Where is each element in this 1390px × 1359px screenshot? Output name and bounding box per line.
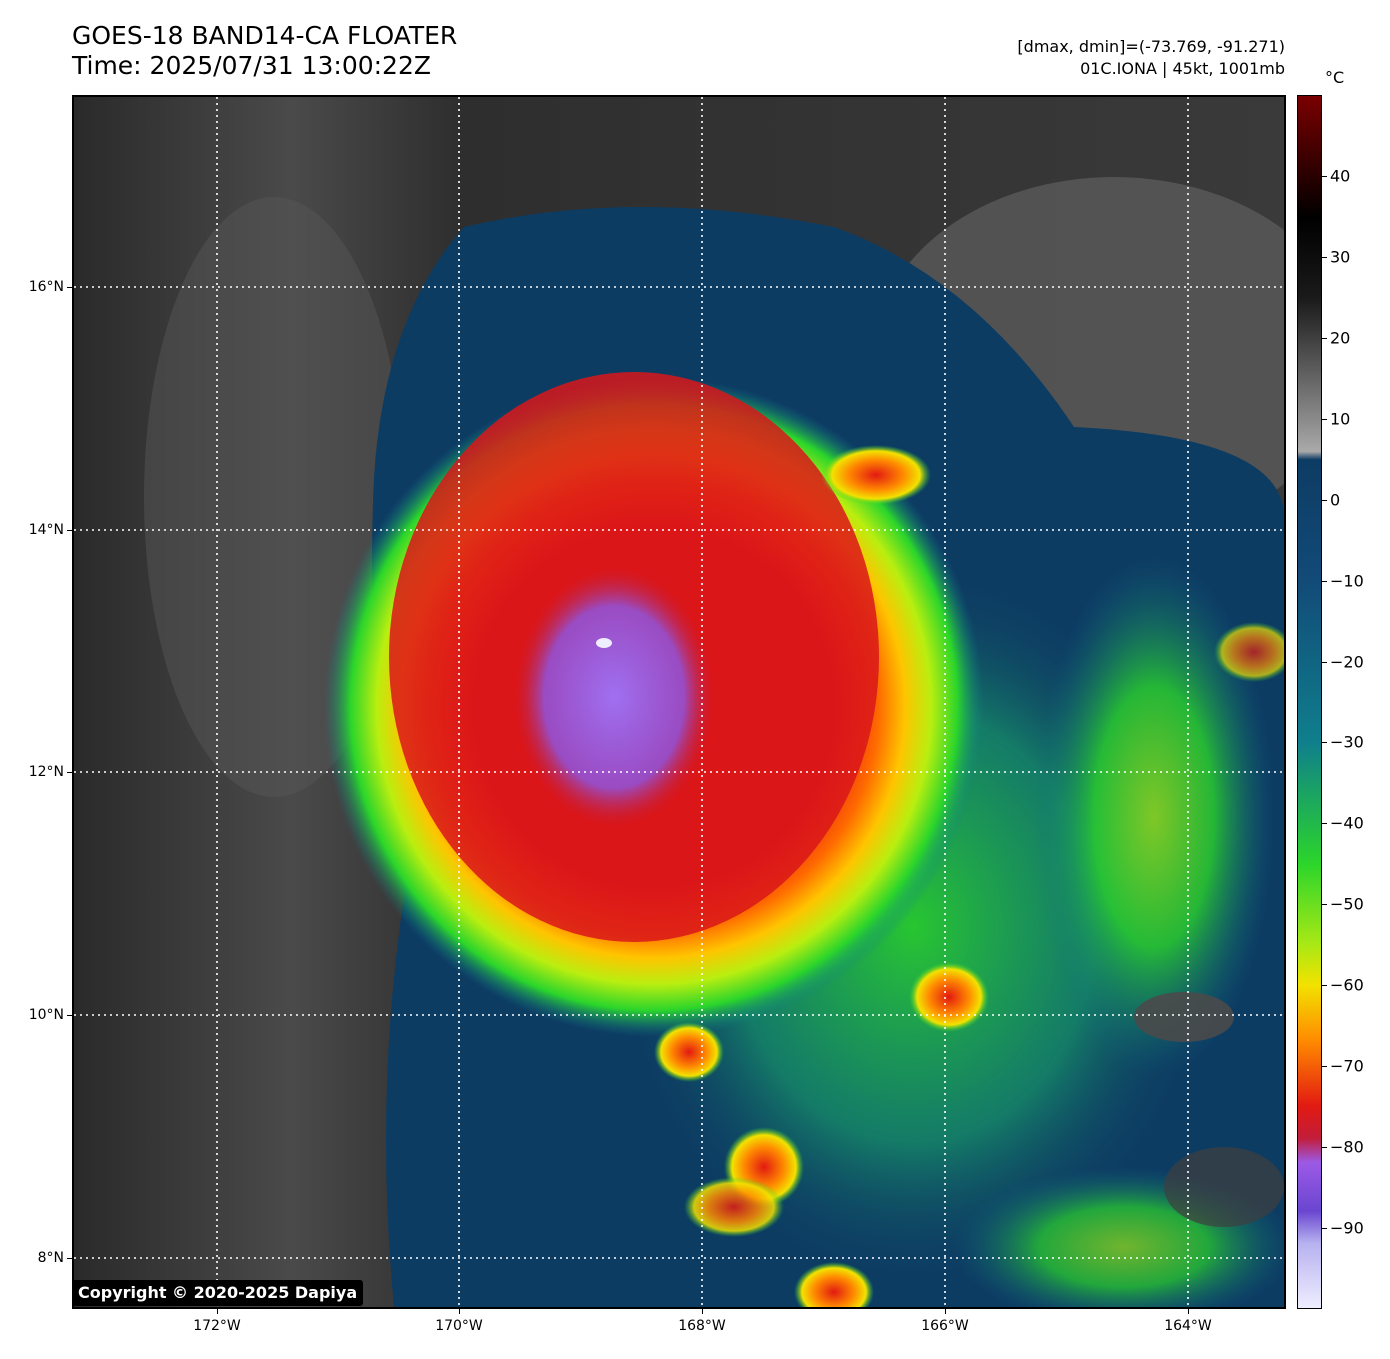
- colorbar-tick-label: −90: [1330, 1218, 1364, 1238]
- latitude-tick: [67, 772, 72, 773]
- latitude-label: 10°N: [28, 1007, 64, 1023]
- colorbar-unit: °C: [1325, 68, 1345, 87]
- eastern-band: [1034, 557, 1274, 1077]
- satellite-imagery: [74, 97, 1284, 1307]
- longitude-tick: [1188, 1309, 1189, 1314]
- colorbar-tick: [1322, 1147, 1327, 1149]
- longitude-tick: [217, 1309, 218, 1314]
- longitude-tick: [945, 1309, 946, 1314]
- coldest-tops: [514, 567, 714, 827]
- storm-info: 01C.IONA | 45kt, 1001mb: [1080, 59, 1285, 78]
- latitude-label: 12°N: [28, 764, 64, 780]
- colorbar-tick-label: −70: [1330, 1056, 1364, 1076]
- colorbar-tick-label: −20: [1330, 652, 1364, 672]
- colorbar-tick: [1322, 175, 1327, 177]
- colorbar-tick-label: 0: [1330, 490, 1341, 510]
- colorbar-tick-label: −10: [1330, 571, 1364, 591]
- latitude-label: 16°N: [28, 279, 64, 295]
- colorbar-tick: [1322, 580, 1327, 582]
- colorbar-tick: [1322, 1228, 1327, 1230]
- colorbar-tick: [1322, 418, 1327, 420]
- temperature-range: [dmax, dmin]=(-73.769, -91.271): [1017, 37, 1285, 56]
- convective-cell: [654, 1022, 724, 1082]
- colorbar-tick: [1322, 742, 1327, 744]
- colorbar-tick: [1322, 499, 1327, 501]
- copyright-badge: Copyright © 2020-2025 Dapiya: [72, 1280, 364, 1306]
- latitude-tick: [67, 287, 72, 288]
- colorbar-tick: [1322, 1066, 1327, 1068]
- chart-time: Time: 2025/07/31 13:00:22Z: [72, 51, 431, 80]
- colorbar-tick: [1322, 661, 1327, 663]
- colorbar-tick-label: 10: [1330, 409, 1351, 429]
- gray-cloud-region: [1164, 1147, 1284, 1227]
- longitude-label: 172°W: [193, 1318, 241, 1334]
- latitude-tick: [67, 1015, 72, 1016]
- latitude-tick: [67, 530, 72, 531]
- longitude-tick: [702, 1309, 703, 1314]
- colorbar-tick-label: 20: [1330, 328, 1351, 348]
- min-temp-spot: [596, 638, 612, 648]
- colorbar-tick-label: −40: [1330, 813, 1364, 833]
- convective-cell: [794, 1262, 874, 1307]
- convective-cell: [821, 445, 931, 505]
- gridlines: [74, 97, 1284, 1307]
- colorbar-tick-label: 40: [1330, 166, 1351, 186]
- colorbar-tick-label: 30: [1330, 247, 1351, 267]
- colorbar-tick: [1322, 904, 1327, 906]
- colorbar-tick-label: −80: [1330, 1137, 1364, 1157]
- convective-cell: [684, 1177, 784, 1237]
- gray-cloud-region: [1134, 992, 1234, 1042]
- latitude-label: 14°N: [28, 522, 64, 538]
- longitude-label: 164°W: [1164, 1318, 1212, 1334]
- colorbar-tick: [1322, 256, 1327, 258]
- satellite-map: [72, 95, 1286, 1309]
- convective-cell: [1214, 622, 1284, 682]
- latitude-tick: [67, 1258, 72, 1259]
- colorbar-tick: [1322, 823, 1327, 825]
- colorbar-tick: [1322, 985, 1327, 987]
- colorbar-tick-label: −30: [1330, 732, 1364, 752]
- latitude-label: 8°N: [37, 1250, 64, 1266]
- longitude-label: 168°W: [678, 1318, 726, 1334]
- longitude-tick: [459, 1309, 460, 1314]
- chart-title: GOES-18 BAND14-CA FLOATER: [72, 21, 458, 50]
- colorbar-tick-label: −60: [1330, 975, 1364, 995]
- longitude-label: 166°W: [921, 1318, 969, 1334]
- colorbar: [1297, 95, 1322, 1309]
- longitude-label: 170°W: [435, 1318, 483, 1334]
- colorbar-tick: [1322, 337, 1327, 339]
- colorbar-tick-label: −50: [1330, 894, 1364, 914]
- convective-cell: [909, 962, 989, 1032]
